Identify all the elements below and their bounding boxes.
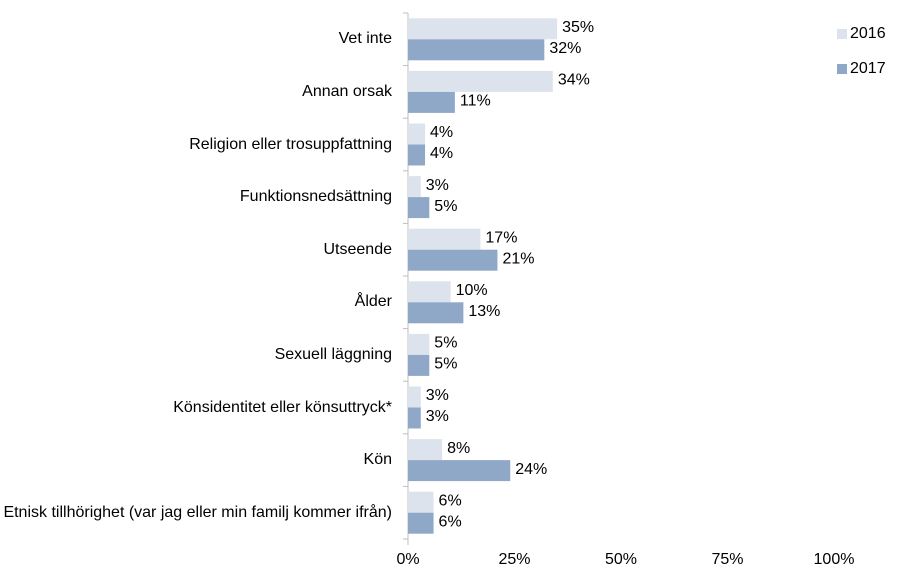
value-label: 3% xyxy=(426,177,449,194)
value-label: 5% xyxy=(434,198,457,215)
value-label: 11% xyxy=(460,93,491,110)
bar xyxy=(408,228,481,250)
bar xyxy=(408,333,430,355)
y-tick-label: Könsidentitet eller könsuttryck* xyxy=(173,398,392,416)
y-tick-label: Etnisk tillhörighet (var jag eller min f… xyxy=(3,503,392,521)
bar xyxy=(408,197,430,219)
y-tick-label: Vet inte xyxy=(338,30,392,48)
x-tick-label: 75% xyxy=(711,551,743,568)
bar xyxy=(408,281,451,303)
bar xyxy=(408,70,553,92)
value-label: 35% xyxy=(562,19,594,36)
bar xyxy=(408,354,430,376)
value-label: 4% xyxy=(430,145,453,162)
x-tick-label: 25% xyxy=(498,551,530,568)
bar xyxy=(408,39,545,61)
bar xyxy=(408,386,421,408)
value-label: 13% xyxy=(468,303,500,320)
bar xyxy=(408,144,426,166)
value-label: 5% xyxy=(434,356,457,373)
y-tick-label: Utseende xyxy=(323,240,393,258)
value-label: 10% xyxy=(456,282,488,299)
y-tick-label: Kön xyxy=(363,451,392,469)
y-tick-label: Funktionsnedsättning xyxy=(239,188,392,206)
y-tick-label: Religion eller trosuppfattning xyxy=(189,135,392,153)
bar xyxy=(408,176,421,198)
bar xyxy=(408,512,434,534)
legend-label: 2016 xyxy=(850,25,886,42)
value-label: 17% xyxy=(485,229,517,246)
x-tick-label: 50% xyxy=(605,551,637,568)
value-label: 8% xyxy=(447,440,470,457)
legend-swatch xyxy=(837,64,847,74)
value-label: 3% xyxy=(426,387,449,404)
value-label: 6% xyxy=(439,513,462,530)
y-tick-label: Sexuell läggning xyxy=(274,345,392,363)
value-label: 32% xyxy=(549,40,581,57)
y-tick-label: Ålder xyxy=(354,293,392,311)
x-tick-label: 0% xyxy=(396,551,419,568)
bar xyxy=(408,123,426,145)
bar xyxy=(408,491,434,513)
value-label: 6% xyxy=(439,492,462,509)
value-label: 24% xyxy=(515,461,547,478)
value-label: 5% xyxy=(434,335,457,352)
legend-swatch xyxy=(837,29,847,39)
x-tick-label: 100% xyxy=(814,551,855,568)
y-tick-label: Annan orsak xyxy=(302,82,392,100)
bar xyxy=(408,439,443,461)
value-label: 21% xyxy=(502,250,534,267)
bar xyxy=(408,302,464,324)
value-label: 3% xyxy=(426,408,449,425)
bar xyxy=(408,18,558,40)
bar xyxy=(408,249,498,271)
value-label: 34% xyxy=(558,72,590,89)
value-label: 4% xyxy=(430,124,453,141)
bar xyxy=(408,460,511,482)
bar xyxy=(408,91,455,113)
legend-label: 2017 xyxy=(850,60,886,77)
bar xyxy=(408,407,421,429)
